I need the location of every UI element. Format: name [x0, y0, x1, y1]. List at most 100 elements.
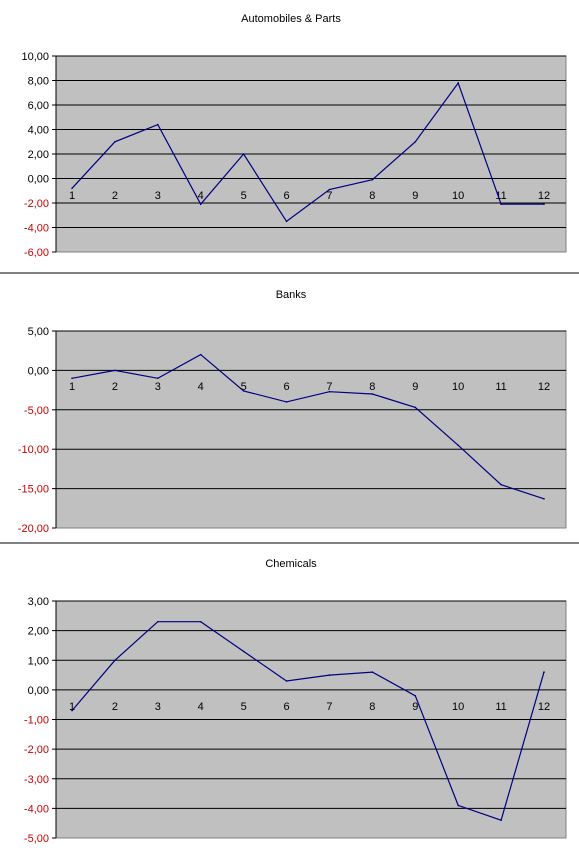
data-point [157, 123, 159, 126]
series-line [71, 353, 545, 500]
data-point [242, 153, 245, 155]
x-tick-label: 10 [452, 381, 464, 393]
x-tick-label: 3 [155, 381, 161, 393]
x-tick-label: 5 [241, 190, 247, 202]
data-point [285, 401, 288, 403]
x-tick-label: 10 [452, 701, 464, 713]
data-point [500, 203, 502, 206]
data-point [500, 483, 502, 486]
series-line [71, 621, 545, 821]
y-tick-label: 0,00 [28, 174, 49, 186]
x-tick-label: 11 [495, 381, 506, 393]
data-point [543, 498, 545, 500]
x-tick-label: 7 [326, 381, 332, 393]
x-tick-label: 5 [241, 381, 247, 393]
x-tick-label: 6 [283, 190, 289, 202]
data-point [457, 444, 459, 447]
x-tick-label: 8 [369, 190, 375, 202]
data-point [543, 203, 545, 206]
x-tick-label: 8 [369, 381, 375, 393]
y-tick-label: -4,00 [24, 223, 49, 235]
y-tick-label: 1,00 [28, 655, 49, 667]
x-tick-label: 2 [112, 190, 118, 202]
data-point [242, 390, 245, 392]
x-tick-label: 7 [326, 190, 332, 202]
data-point [71, 377, 73, 380]
x-tick-label: 4 [198, 701, 204, 713]
x-tick-label: 6 [283, 381, 289, 393]
x-tick-label: 1 [69, 701, 75, 713]
x-tick-label: 4 [198, 381, 204, 393]
x-tick-label: 2 [112, 381, 118, 393]
y-tick-label: -2,00 [24, 744, 49, 756]
y-tick-label: 2,00 [28, 149, 49, 161]
data-point [457, 804, 459, 807]
y-tick-label: -3,00 [24, 774, 49, 786]
x-tick-label: 9 [412, 381, 418, 393]
y-tick-label: 2,00 [28, 626, 49, 638]
data-point [114, 369, 116, 372]
y-tick-label: 8,00 [28, 76, 49, 88]
data-point [371, 671, 374, 673]
y-tick-label: -6,00 [24, 247, 49, 259]
data-point [328, 674, 331, 676]
chart-1: Automobiles & Parts10,008,006,004,002,00… [0, 13, 579, 274]
x-tick-label: 3 [155, 190, 161, 202]
data-point [500, 819, 502, 822]
x-tick-label: 12 [538, 381, 550, 393]
data-point [199, 353, 202, 356]
x-tick-label: 11 [495, 190, 506, 202]
y-tick-label: -15,00 [18, 484, 49, 496]
data-point [371, 393, 374, 395]
x-tick-label: 4 [198, 190, 204, 202]
y-tick-label: 0,00 [28, 685, 49, 697]
data-point [414, 695, 417, 697]
x-tick-label: 7 [326, 701, 332, 713]
x-tick-label: 12 [538, 190, 550, 202]
data-point [371, 178, 374, 181]
chart-title: Automobiles & Parts [241, 13, 341, 25]
y-tick-label: 6,00 [28, 100, 49, 112]
y-tick-label: 10,00 [21, 51, 49, 63]
y-tick-label: -5,00 [24, 405, 49, 417]
y-tick-label: 4,00 [28, 125, 49, 137]
x-tick-label: 6 [283, 701, 289, 713]
x-tick-label: 2 [112, 701, 118, 713]
chart-title: Banks [276, 289, 307, 301]
y-tick-label: -20,00 [18, 523, 49, 535]
data-point [114, 659, 116, 662]
data-point [543, 671, 545, 673]
chart-title: Chemicals [265, 558, 317, 570]
data-point [414, 406, 417, 409]
y-tick-label: -10,00 [18, 444, 49, 456]
data-point [157, 620, 159, 623]
y-tick-label: 0,00 [28, 365, 49, 377]
data-point [114, 140, 116, 143]
y-tick-label: -2,00 [24, 198, 49, 210]
x-tick-label: 12 [538, 701, 550, 713]
x-tick-label: 9 [412, 701, 418, 713]
chart-3: Chemicals 3,00 2,00 1,00 0,00 -1,00 -2,00 -3,00… [24, 558, 567, 845]
data-point [199, 203, 202, 206]
data-point [414, 140, 417, 143]
data-point [285, 680, 288, 682]
data-point [328, 390, 331, 393]
x-tick-label: 1 [69, 190, 75, 202]
data-point [328, 188, 331, 191]
y-tick-label: -5,00 [24, 833, 49, 845]
y-tick-label: 5,00 [28, 326, 49, 338]
data-point [242, 650, 245, 653]
x-tick-label: 1 [69, 381, 75, 393]
data-point [71, 187, 73, 190]
x-tick-label: 3 [155, 701, 161, 713]
data-point [71, 709, 73, 712]
x-tick-label: 10 [452, 190, 464, 202]
series-line [71, 81, 544, 223]
x-tick-label: 8 [369, 701, 375, 713]
y-tick-label: -4,00 [24, 803, 49, 815]
y-tick-label: -1,00 [24, 715, 49, 727]
x-tick-label: 11 [495, 701, 506, 713]
data-point [157, 377, 159, 380]
